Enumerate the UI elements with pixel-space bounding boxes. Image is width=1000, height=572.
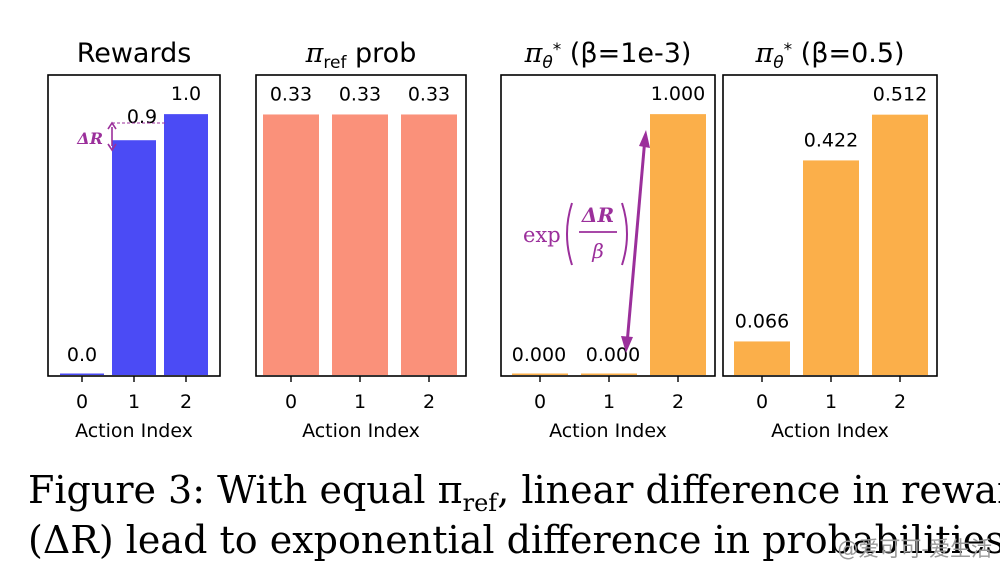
value-label-ref-prob-2: 0.33 — [408, 83, 450, 105]
exp-right-paren — [621, 202, 628, 266]
value-label-ref-prob-1: 0.33 — [339, 83, 381, 105]
delta-r-annotation: ΔR — [76, 121, 166, 152]
value-label-ref-prob-0: 0.33 — [270, 83, 312, 105]
tick-label-rewards-2: 2 — [180, 391, 192, 413]
delta-r-label: ΔR — [76, 129, 103, 148]
exp-left-paren — [566, 202, 573, 266]
chart-marks: 0.0 0 0.9 1 1.0 2 0.33 0 0.33 1 0.33 2 0.000 0 0.000 1 1… — [60, 83, 928, 413]
value-label-rewards-1: 0.9 — [127, 106, 157, 128]
bar-beta-half-0 — [734, 341, 790, 375]
tick-label-beta-small-2: 2 — [672, 391, 684, 413]
value-label-beta-small-2: 1.000 — [651, 83, 705, 105]
caption-line-2: (ΔR) lead to exponential difference in p… — [28, 518, 1000, 562]
exp-annotation: exp ΔR β — [523, 130, 650, 353]
bar-beta-small-1 — [581, 373, 637, 375]
exp-arrow-head-down — [621, 336, 633, 353]
bar-ref-prob-0 — [263, 114, 319, 375]
tick-label-ref-prob-2: 2 — [423, 391, 435, 413]
panel-title-ref-prob: πref prob — [305, 38, 417, 73]
exp-arrow-head-up — [639, 130, 650, 148]
panel-frame-ref-prob — [255, 74, 467, 377]
xlabel-ref-prob: Action Index — [302, 420, 420, 442]
tick-label-beta-half-2: 2 — [894, 391, 906, 413]
tick-label-beta-small-1: 1 — [603, 391, 615, 413]
tick-label-beta-half-0: 0 — [756, 391, 768, 413]
value-label-rewards-0: 0.0 — [67, 344, 97, 366]
caption-line-1: Figure 3: With equal πref, linear differ… — [28, 468, 1000, 517]
xlabel-beta-small: Action Index — [549, 420, 667, 442]
tick-label-ref-prob-0: 0 — [285, 391, 297, 413]
value-label-rewards-2: 1.0 — [171, 83, 201, 105]
panel-title-beta-half: πθ* (β=0.5) — [754, 38, 904, 73]
value-label-beta-half-1: 0.422 — [804, 129, 858, 151]
panel-frame-beta-small — [500, 74, 716, 377]
bar-beta-half-2 — [872, 114, 928, 376]
exp-prefix: exp — [523, 223, 561, 247]
bar-ref-prob-2 — [401, 114, 457, 375]
bar-ref-prob-1 — [332, 114, 388, 375]
delta-r-arrow-up — [107, 121, 117, 130]
bar-rewards-1 — [112, 140, 156, 375]
panel-title-beta-small: πθ* (β=1e-3) — [524, 38, 692, 73]
tick-label-beta-small-0: 0 — [534, 391, 546, 413]
value-label-beta-half-0: 0.066 — [735, 310, 789, 332]
delta-r-arrow-down — [107, 143, 117, 152]
exp-denominator: β — [591, 239, 604, 263]
tick-label-beta-half-1: 1 — [825, 391, 837, 413]
xlabel-rewards: Action Index — [75, 420, 193, 442]
exp-numerator: ΔR — [581, 203, 614, 227]
bar-rewards-0 — [60, 373, 104, 375]
watermark: @爱可可-爱生活 — [837, 537, 992, 561]
value-label-beta-small-1: 0.000 — [586, 344, 640, 366]
value-label-beta-small-0: 0.000 — [512, 344, 566, 366]
panel-title-rewards: Rewards — [77, 38, 192, 69]
tick-label-ref-prob-1: 1 — [354, 391, 366, 413]
tick-label-rewards-0: 0 — [76, 391, 88, 413]
bar-rewards-2 — [164, 114, 208, 375]
exp-arrow-shaft — [625, 137, 647, 345]
value-label-beta-half-2: 0.512 — [873, 84, 927, 106]
panel-frame-beta-half — [722, 74, 938, 377]
tick-label-rewards-1: 1 — [128, 391, 140, 413]
bar-beta-small-0 — [512, 373, 568, 375]
bar-beta-small-2 — [650, 114, 706, 375]
bar-beta-half-1 — [803, 160, 859, 375]
xlabel-beta-half: Action Index — [771, 420, 889, 442]
